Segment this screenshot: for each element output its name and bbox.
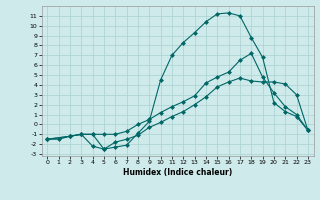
- X-axis label: Humidex (Indice chaleur): Humidex (Indice chaleur): [123, 168, 232, 177]
